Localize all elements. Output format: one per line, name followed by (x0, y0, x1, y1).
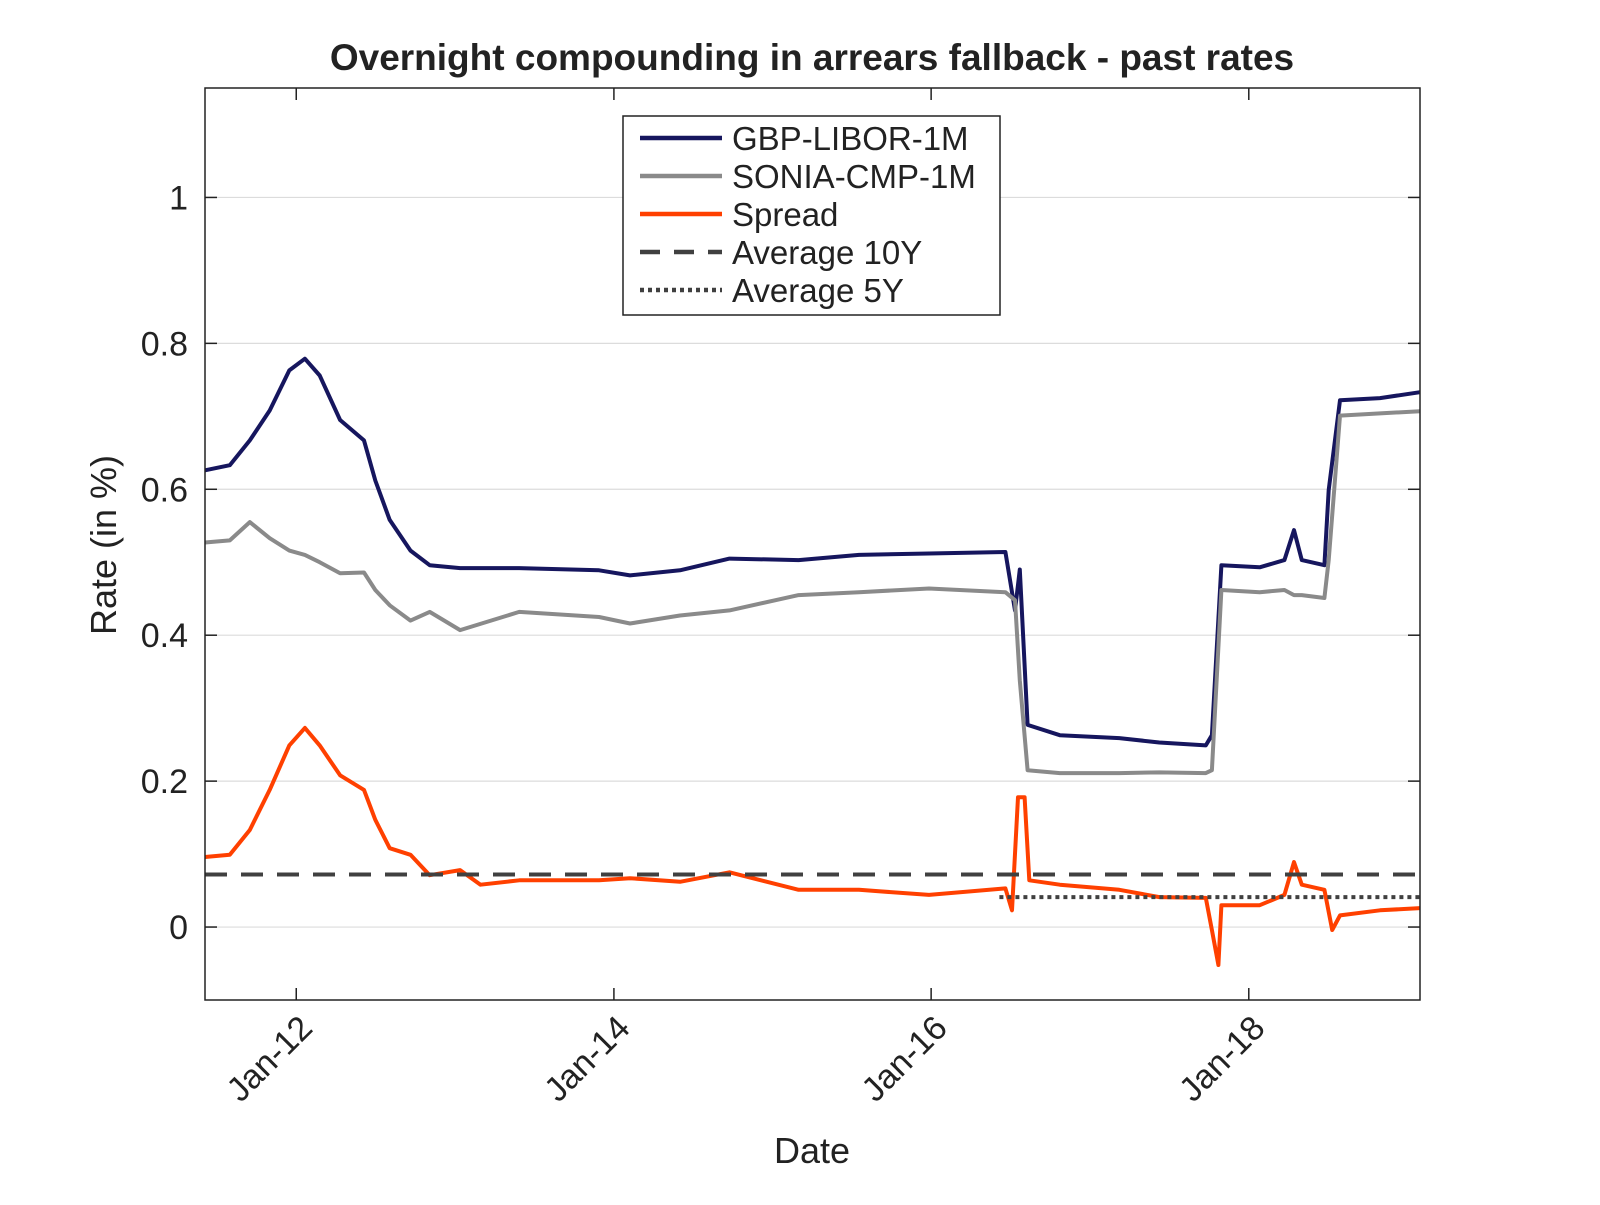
y-tick-label: 0.2 (141, 763, 188, 801)
series-line-gbp-libor-1m (204, 356, 1421, 748)
legend-label: Average 10Y (732, 234, 922, 271)
x-axis-label: Date (774, 1130, 850, 1171)
legend-label: SONIA-CMP-1M (732, 158, 976, 195)
legend-label: GBP-LIBOR-1M (732, 120, 969, 157)
x-tick-label: Jan-14 (537, 1009, 637, 1109)
y-axis-label: Rate (in %) (83, 455, 124, 635)
series-line-sonia-cmp-1m (204, 409, 1421, 776)
chart-title: Overnight compounding in arrears fallbac… (330, 37, 1294, 78)
x-tick-label: Jan-16 (854, 1009, 954, 1109)
y-tick-label: 0.6 (141, 471, 188, 509)
x-tick-label: Jan-12 (220, 1009, 320, 1109)
y-tick-label: 1 (169, 179, 188, 217)
x-tick-label: Jan-18 (1172, 1009, 1272, 1109)
series-lines (204, 356, 1421, 967)
y-tick-label: 0.4 (141, 617, 188, 655)
y-tick-label: 0.8 (141, 325, 188, 363)
legend-label: Spread (732, 196, 838, 233)
plot-frame (204, 87, 1421, 1001)
legend-label: Average 5Y (732, 272, 904, 309)
series-line-spread (204, 725, 1421, 967)
y-tick-label: 0 (169, 909, 188, 947)
